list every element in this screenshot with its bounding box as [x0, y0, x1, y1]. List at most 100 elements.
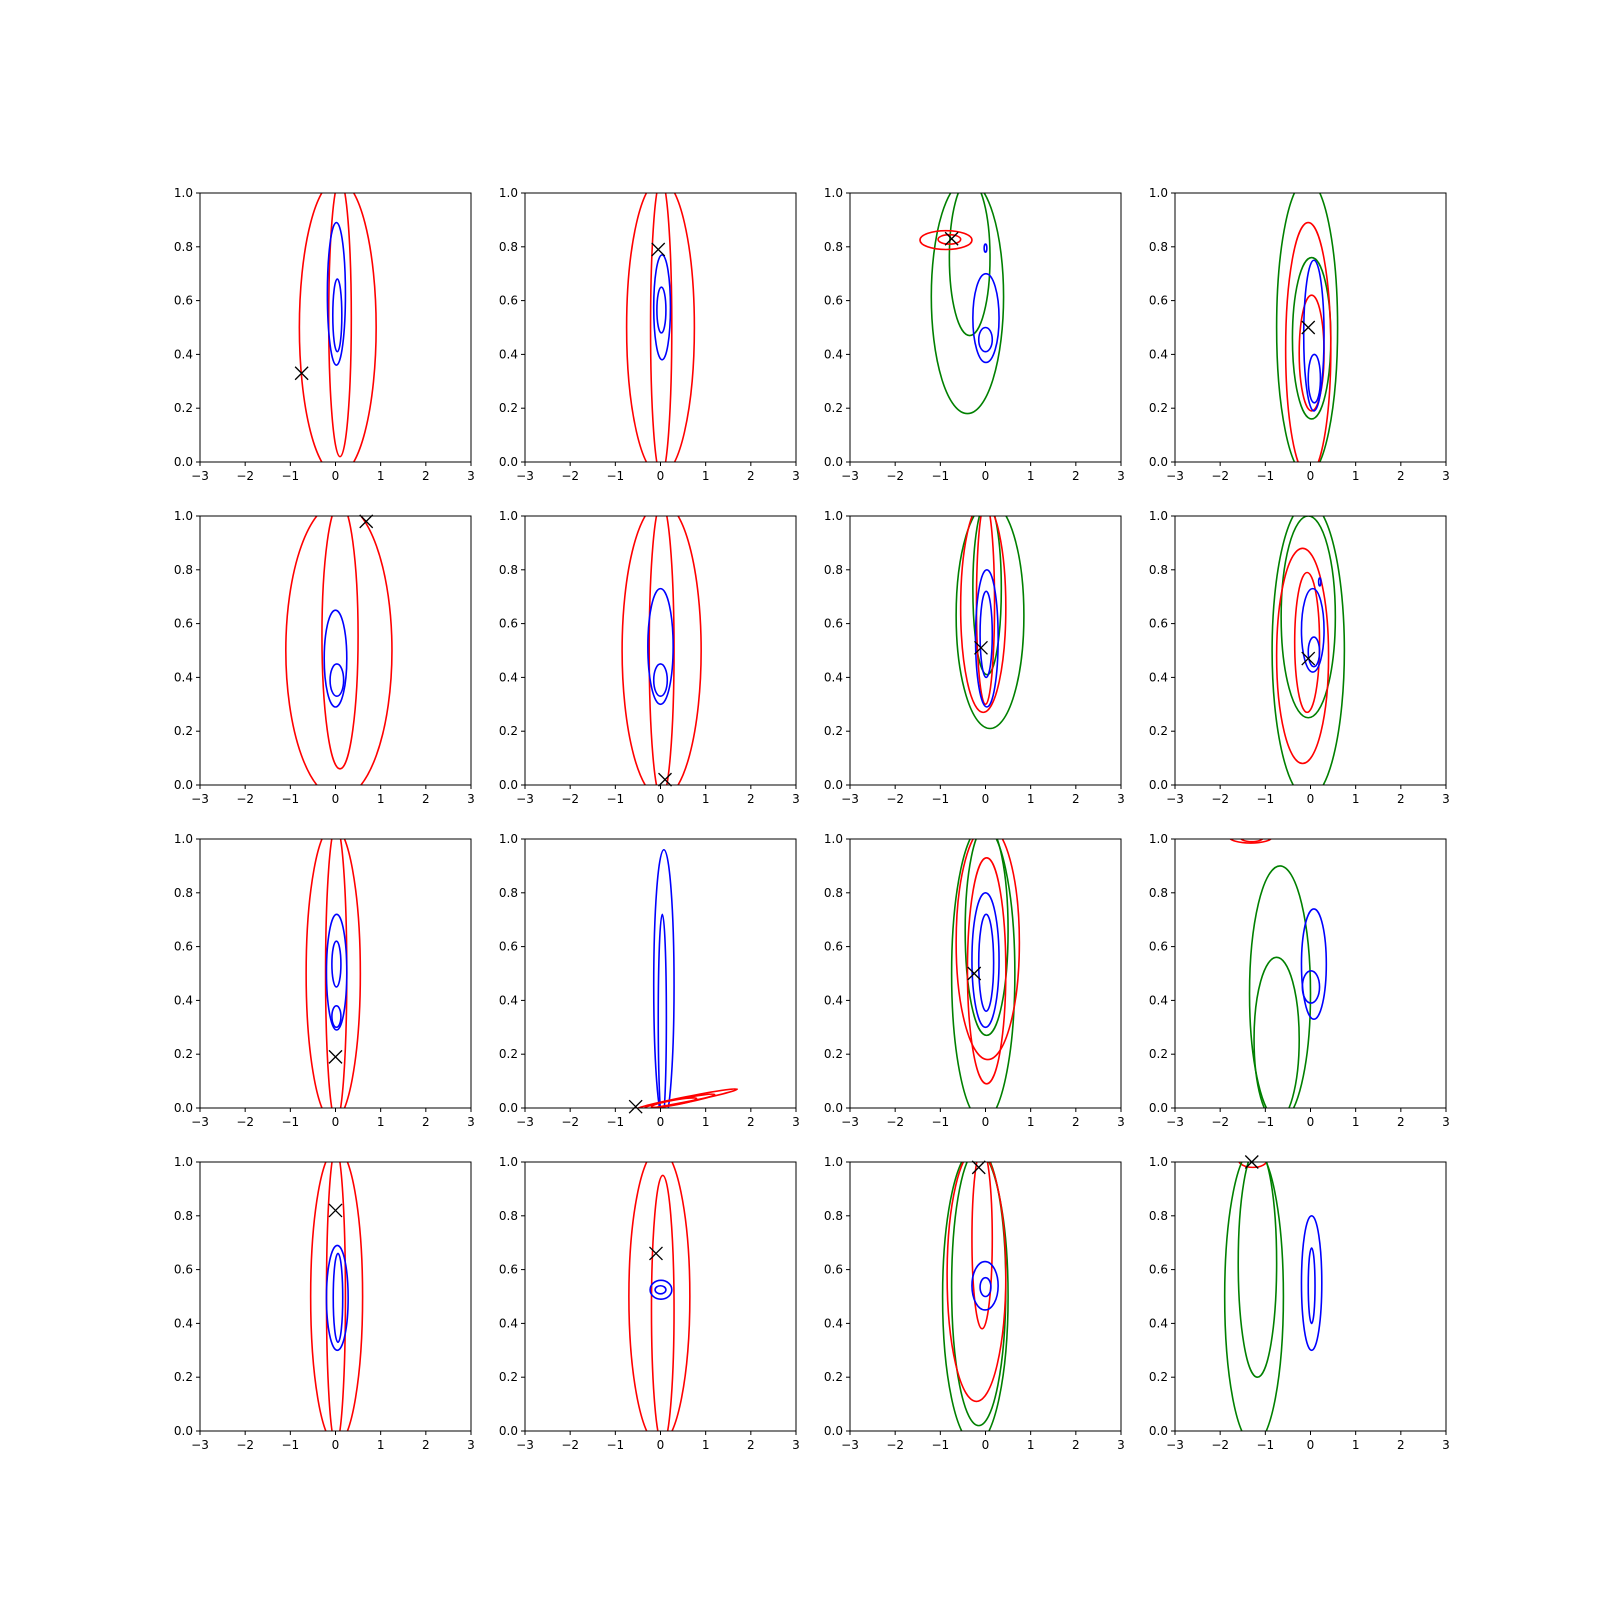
y-tick-label: 0.2: [824, 724, 843, 738]
y-tick-label: 0.6: [1149, 294, 1168, 308]
x-tick-label: −3: [1166, 469, 1184, 483]
x-tick-label: 1: [702, 469, 710, 483]
red-contour-3: [955, 839, 1021, 1061]
red-contour-1: [298, 193, 377, 462]
y-tick-label: 1.0: [824, 832, 843, 846]
red-contour-2: [649, 193, 673, 462]
blue-contour-3: [652, 254, 672, 361]
y-tick-label: 0.8: [1149, 563, 1168, 577]
blue-contour-5: [983, 243, 988, 253]
x-tick-label: −3: [191, 792, 209, 806]
blue-contour-5: [1300, 587, 1325, 673]
x-tick-label: −3: [1166, 1115, 1184, 1129]
x-tick-label: 0: [332, 1115, 340, 1129]
x-tick-label: −1: [606, 1438, 624, 1452]
blue-contour-4: [331, 940, 342, 988]
y-tick-label: 0.0: [824, 1101, 843, 1115]
x-tick-label: 2: [1072, 469, 1080, 483]
y-tick-label: 0.2: [824, 1047, 843, 1061]
y-tick-label: 0.4: [1149, 670, 1168, 684]
y-tick-label: 0.6: [174, 617, 193, 631]
x-tick-label: 2: [747, 1438, 755, 1452]
red-contour-2: [650, 1174, 675, 1431]
x-tick-label: −2: [236, 792, 254, 806]
green-contour-3: [1248, 865, 1312, 1108]
x-tick-label: 1: [1027, 469, 1035, 483]
red-contour-3: [1275, 547, 1330, 765]
y-tick-label: 0.0: [174, 1424, 193, 1438]
x-tick-label: 1: [702, 1115, 710, 1129]
blue-contour-4: [656, 286, 667, 334]
x-tick-label: 2: [1397, 1438, 1405, 1452]
red-contour-1: [1238, 1162, 1268, 1169]
y-tick-label: 0.8: [499, 886, 518, 900]
x-tick-label: −3: [1166, 1438, 1184, 1452]
green-contour-1: [955, 516, 1025, 730]
x-marker: [651, 242, 666, 257]
y-tick-label: 0.8: [1149, 1209, 1168, 1223]
y-tick-label: 1.0: [824, 509, 843, 523]
blue-contour-6: [979, 590, 994, 679]
x-tick-label: −2: [1211, 1438, 1229, 1452]
axes-frame: [849, 515, 1122, 786]
red-contour-3: [946, 1162, 1007, 1403]
x-tick-label: 3: [1117, 469, 1125, 483]
x-tick-label: −1: [1256, 1115, 1274, 1129]
blue-contour-3: [323, 609, 348, 708]
y-tick-label: 1.0: [1149, 509, 1168, 523]
x-tick-label: 0: [982, 1115, 990, 1129]
blue-contour-5: [971, 1260, 999, 1311]
green-contour-4: [1253, 956, 1301, 1108]
y-tick-label: 1.0: [499, 186, 518, 200]
x-tick-label: 2: [1072, 1115, 1080, 1129]
x-tick-label: 1: [702, 1438, 710, 1452]
x-tick-label: 3: [1117, 792, 1125, 806]
blue-contour-3: [325, 913, 348, 1031]
x-tick-label: −2: [886, 1115, 904, 1129]
plot-area: [941, 1162, 1009, 1431]
blue-contour-4: [1300, 1215, 1323, 1352]
axes-frame: [1174, 1161, 1447, 1432]
red-contour-5: [650, 1097, 698, 1108]
x-tick-label: 1: [377, 1115, 385, 1129]
axes-frame: [199, 515, 472, 786]
y-tick-label: 0.8: [1149, 886, 1168, 900]
x-tick-label: −2: [236, 1438, 254, 1452]
blue-contour-3: [647, 587, 674, 706]
x-tick-label: 0: [982, 469, 990, 483]
y-tick-label: 0.2: [1149, 1370, 1168, 1384]
x-tick-label: −1: [1256, 1438, 1274, 1452]
x-tick-label: −2: [886, 792, 904, 806]
y-tick-label: 1.0: [499, 832, 518, 846]
x-tick-label: 3: [1117, 1438, 1125, 1452]
panel-2-3: −3 −2 −1 0 1 2 3 0.0 0.2 0.4 0.6 0.8 1.0: [824, 509, 1125, 806]
red-contour-2: [327, 193, 353, 458]
y-tick-label: 0.0: [824, 778, 843, 792]
y-tick-label: 0.2: [499, 724, 518, 738]
y-tick-label: 0.6: [1149, 617, 1168, 631]
red-contour-1: [305, 839, 362, 1108]
y-tick-label: 1.0: [174, 832, 193, 846]
plot-area: [625, 193, 696, 462]
x-tick-label: −3: [191, 469, 209, 483]
x-tick-label: −3: [191, 1115, 209, 1129]
x-tick-label: 3: [1442, 1115, 1450, 1129]
x-marker: [294, 366, 309, 381]
x-tick-label: 0: [1307, 1115, 1315, 1129]
plot-area: [309, 1162, 364, 1431]
y-tick-label: 0.8: [174, 886, 193, 900]
y-tick-label: 0.6: [499, 1263, 518, 1277]
x-tick-label: 0: [982, 1438, 990, 1452]
x-marker: [1301, 320, 1316, 335]
y-tick-label: 0.4: [824, 347, 843, 361]
green-contour-2: [1223, 1162, 1285, 1431]
x-marker: [944, 231, 959, 246]
x-tick-label: −1: [931, 469, 949, 483]
y-tick-label: 0.4: [1149, 1316, 1168, 1330]
green-contour-1: [1271, 516, 1346, 785]
plot-area: [1223, 1162, 1323, 1431]
blue-contour-5: [331, 1004, 342, 1029]
x-tick-label: 1: [1027, 792, 1035, 806]
y-tick-label: 1.0: [824, 186, 843, 200]
